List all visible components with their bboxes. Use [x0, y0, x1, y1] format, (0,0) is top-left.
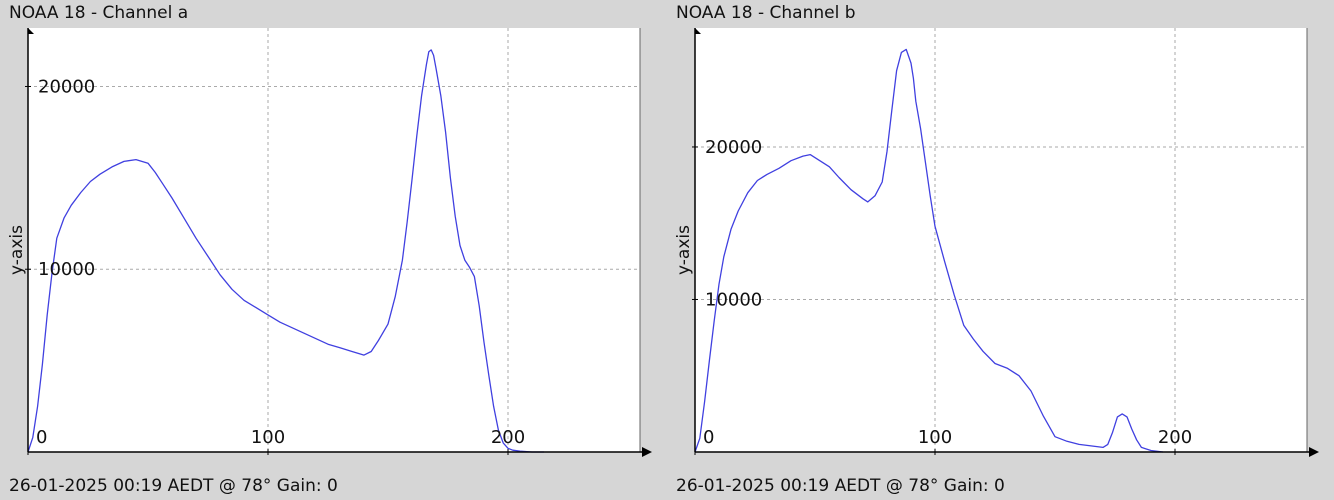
y-axis-label: y-axis	[7, 225, 27, 275]
chart-title: NOAA 18 - Channel b	[676, 3, 856, 23]
x-tick-label: 100	[918, 427, 952, 448]
channel-b-panel: NOAA 18 - Channel b 0 100 200 10000 20000 y-a…	[667, 0, 1334, 500]
y-tick-label: 20000	[38, 76, 95, 97]
y-tick-label: 10000	[38, 259, 95, 280]
channel-a-panel: NOAA 18 - Channel a 0 100 200 10000 20000 y-a…	[7, 3, 652, 496]
x-tick-label: 0	[36, 427, 47, 448]
x-axis-arrow	[642, 447, 652, 457]
chart-footer: 26-01-2025 00:19 AEDT @ 78° Gain: 0	[9, 476, 338, 496]
series-line	[27, 49, 544, 453]
channel-a-chart: 0 100 200 10000 20000 y-axis	[7, 28, 652, 457]
y-tick-label: 20000	[705, 137, 762, 158]
chart-title: NOAA 18 - Channel a	[9, 3, 189, 23]
y-axis-label: y-axis	[674, 225, 694, 275]
x-tick-label: 0	[703, 427, 714, 448]
plot-area	[28, 28, 640, 452]
chart-footer: 26-01-2025 00:19 AEDT @ 78° Gain: 0	[676, 476, 1005, 496]
x-tick-label: 100	[251, 427, 285, 448]
plot-area	[695, 28, 1307, 452]
y-tick-label: 10000	[705, 289, 762, 310]
y-axis-arrow	[28, 28, 34, 34]
x-axis-arrow	[1309, 447, 1319, 457]
x-tick-label: 200	[491, 427, 525, 448]
y-axis-arrow	[695, 28, 701, 34]
channel-b-chart: 0 100 200 10000 20000 y-axis	[674, 28, 1319, 457]
series-line	[694, 48, 1164, 453]
x-tick-label: 200	[1158, 427, 1192, 448]
